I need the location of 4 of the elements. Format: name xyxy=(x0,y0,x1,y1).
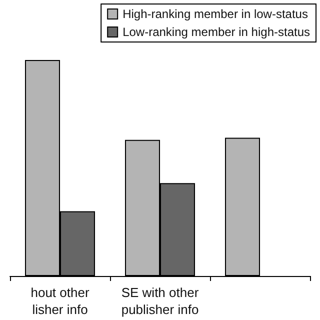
legend-label: High-ranking member in low-status xyxy=(122,7,308,21)
x-tick-label: hout other lisher info xyxy=(30,285,90,317)
x-tick-label: SE with other publisher info xyxy=(121,285,200,317)
legend-label: Low-ranking member in high-status xyxy=(122,25,310,39)
